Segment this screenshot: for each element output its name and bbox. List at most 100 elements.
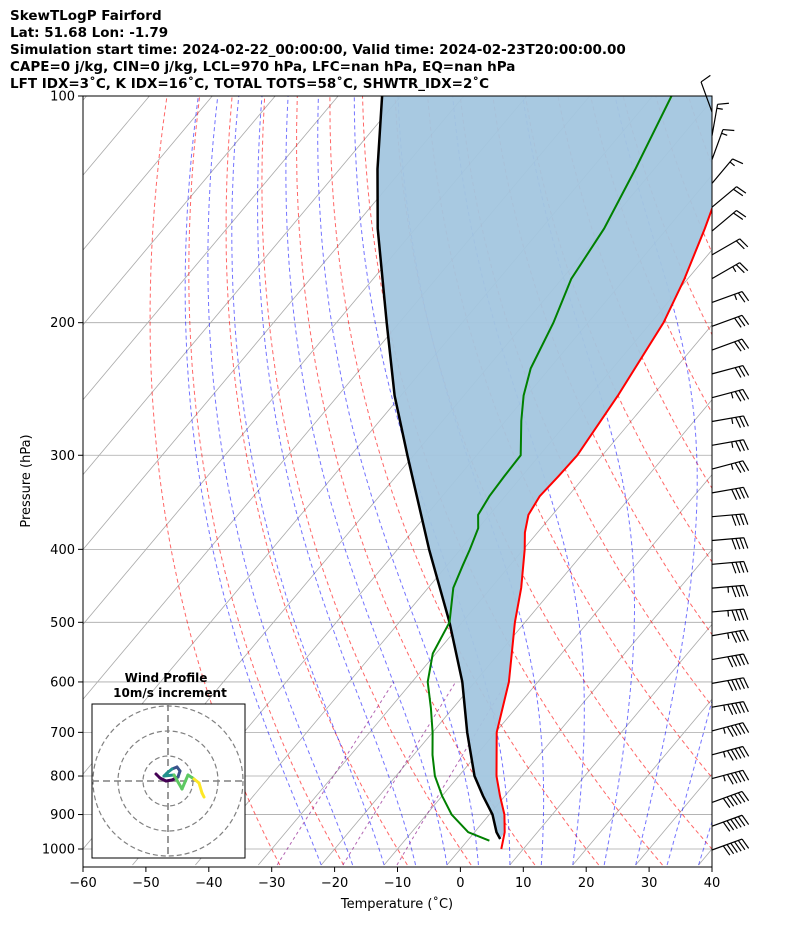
barb-flag xyxy=(730,773,738,784)
barb-flag xyxy=(742,653,749,665)
x-tick-label: 30 xyxy=(641,876,658,891)
barb-flag xyxy=(739,416,745,428)
dry-adiabat-line xyxy=(394,96,712,850)
isotherm-line xyxy=(83,96,339,401)
barb-flag xyxy=(742,389,750,400)
dry-adiabat-line xyxy=(261,96,472,866)
isotherm-line xyxy=(320,399,712,866)
barb-flag xyxy=(737,316,746,327)
barb-flag xyxy=(738,390,746,401)
x-tick-label: −40 xyxy=(195,876,222,891)
barb-shaft xyxy=(711,210,737,232)
barb-half-flag xyxy=(733,294,738,301)
wind-barb xyxy=(711,722,750,737)
barb-flag xyxy=(731,679,738,691)
barb-flag xyxy=(730,819,738,830)
barb-half-flag xyxy=(730,392,734,399)
wind-barb xyxy=(711,262,749,280)
wind-barb xyxy=(711,677,749,692)
barb-half-flag xyxy=(727,632,730,639)
barb-shaft xyxy=(711,745,744,756)
barb-flag xyxy=(742,439,749,451)
hodograph-segment xyxy=(200,791,206,799)
x-tick-label: −10 xyxy=(384,876,411,891)
barb-flag xyxy=(736,209,747,218)
dewpoint-line xyxy=(426,96,673,842)
barb-flag xyxy=(722,845,731,856)
barb-flag xyxy=(734,748,742,759)
dry-adiabat-line xyxy=(786,96,794,865)
barb-flag xyxy=(742,460,750,471)
barb-flag xyxy=(733,188,744,197)
moist-adiabat-line xyxy=(231,96,385,866)
barb-shaft xyxy=(711,129,724,160)
y-tick-label: 900 xyxy=(50,808,75,823)
wind-barb xyxy=(711,460,750,474)
barb-shaft xyxy=(700,81,713,113)
wind-barb xyxy=(711,769,750,785)
barb-flag xyxy=(726,774,734,785)
barb-shaft xyxy=(711,186,737,208)
barb-flag xyxy=(738,771,746,782)
isotherm-line xyxy=(572,698,712,866)
index-line: LFT IDX=3˚C, K IDX=16˚C, TOTAL TOTS=58˚C… xyxy=(10,76,490,92)
wind-barb xyxy=(711,608,749,622)
y-tick-label: 1000 xyxy=(42,843,75,858)
barb-flag xyxy=(737,340,746,351)
inset-title: Wind Profile xyxy=(125,671,208,685)
barb-shaft xyxy=(711,314,743,327)
wind-barb xyxy=(711,790,750,808)
wind-barb xyxy=(711,388,750,402)
barb-flag xyxy=(739,514,745,526)
isotherm-line xyxy=(446,548,712,866)
barb-flag xyxy=(730,725,738,736)
barb-flag xyxy=(742,769,750,781)
barb-half-flag xyxy=(723,751,726,758)
barb-flag xyxy=(731,538,737,550)
barb-flag xyxy=(731,586,737,598)
y-axis: 1000 900 800 700 600 500 400 300 200 100 xyxy=(42,90,83,858)
moist-adiabat-line xyxy=(317,96,479,866)
barb-flag xyxy=(739,487,745,499)
barb-flag xyxy=(734,817,742,828)
barb-flag xyxy=(730,749,738,760)
barb-shaft xyxy=(711,560,744,565)
barb-flag xyxy=(739,702,745,713)
barb-flag xyxy=(739,262,749,272)
moist-adiabat-line xyxy=(285,96,448,866)
barb-flag xyxy=(733,212,744,221)
wind-barb xyxy=(711,814,750,832)
barb-flag xyxy=(727,704,734,715)
hodograph-segment xyxy=(197,781,204,795)
barb-flag xyxy=(737,816,746,827)
barb-half-flag xyxy=(731,441,734,448)
barb-flag xyxy=(735,655,742,666)
x-axis-label: Temperature (˚C) xyxy=(340,896,453,912)
barb-flag xyxy=(722,128,735,132)
x-tick-label: −60 xyxy=(69,876,96,891)
barb-flag xyxy=(736,186,747,194)
barb-flag xyxy=(743,561,749,573)
barb-shaft xyxy=(711,415,744,423)
barb-half-flag xyxy=(727,586,730,593)
barb-flag xyxy=(727,680,734,692)
location-line: Lat: 51.68 Lon: -1.79 xyxy=(10,25,169,41)
time-line: Simulation start time: 2024-02-22_00:00:… xyxy=(10,42,626,58)
barb-flag xyxy=(742,746,750,757)
wind-barb xyxy=(711,186,747,208)
y-tick-label: 700 xyxy=(50,726,75,741)
barb-flag xyxy=(743,513,749,525)
parcel-shading xyxy=(377,96,712,839)
wind-barb xyxy=(711,128,735,160)
y-tick-label: 100 xyxy=(50,90,75,105)
barb-flag xyxy=(738,366,746,377)
wind-barb xyxy=(711,238,749,256)
y-tick-label: 300 xyxy=(50,449,75,464)
barb-flag xyxy=(735,488,742,500)
moist-adiabat-line xyxy=(207,96,354,866)
barb-half-flag xyxy=(721,132,728,136)
barb-flag xyxy=(734,391,742,402)
barb-flag xyxy=(734,341,742,352)
barb-flag xyxy=(726,750,734,761)
barb-flag xyxy=(743,537,749,549)
